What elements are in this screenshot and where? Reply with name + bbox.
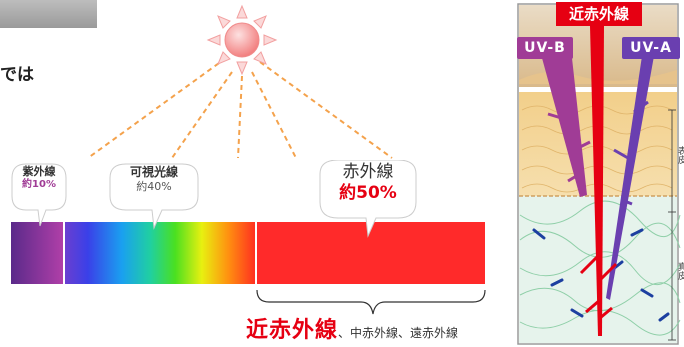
sun-ray xyxy=(171,71,233,159)
ir-label: 赤外線 xyxy=(342,162,394,182)
ir-branches xyxy=(579,253,618,320)
ir-caption: 近赤外線、中赤外線、遠赤外線 xyxy=(246,312,458,344)
ir-band xyxy=(257,222,485,284)
ir-ray xyxy=(590,26,604,336)
uva-ray xyxy=(606,56,654,300)
ir-bubble xyxy=(319,160,417,238)
intro-text: では xyxy=(0,65,34,85)
sun-ray xyxy=(259,61,393,159)
uv-band xyxy=(11,222,63,284)
visible-bubble-text: 可視光線 約40% xyxy=(110,165,198,194)
visible-percent: 約40% xyxy=(136,180,172,193)
uv-percent: 約10% xyxy=(22,178,56,190)
visible-label: 可視光線 xyxy=(129,165,178,179)
ir-caption-primary: 近赤外線 xyxy=(246,318,339,343)
sun-ray xyxy=(87,57,227,159)
uva-branches xyxy=(613,100,649,206)
bubbles xyxy=(11,160,417,238)
visible-band xyxy=(65,222,255,284)
header-tab-bar xyxy=(0,0,97,28)
sun-ray xyxy=(251,71,297,159)
uvb-label: UV-B xyxy=(517,37,573,59)
ir-caption-secondary: 、中赤外線、遠赤外線 xyxy=(338,326,459,340)
uv-bubble-text: 紫外線 約10% xyxy=(12,165,66,191)
visible-bubble xyxy=(109,163,199,230)
dermis-label: 真皮 xyxy=(676,262,684,280)
ir-brace xyxy=(256,289,486,315)
sun-rays-svg xyxy=(87,4,393,159)
sun-rays xyxy=(87,57,393,159)
uv-bubble xyxy=(11,163,67,227)
uvb-ray xyxy=(542,58,587,197)
ir-bubble-text: 赤外線 約50% xyxy=(320,162,416,205)
uva-label: UV-A xyxy=(622,37,680,59)
ir-percent: 約50% xyxy=(339,183,397,204)
uvb-branches xyxy=(547,112,591,183)
epidermis-label: 表皮 xyxy=(676,146,684,164)
depth-scale xyxy=(668,109,676,341)
sun-ray xyxy=(237,75,243,159)
sun-icon xyxy=(206,4,278,76)
dermis-fibers xyxy=(519,200,681,336)
skin-diagram-title: 近赤外線 xyxy=(556,2,642,26)
uv-label: 紫外線 xyxy=(22,165,56,178)
spectrum-svg xyxy=(11,160,486,315)
